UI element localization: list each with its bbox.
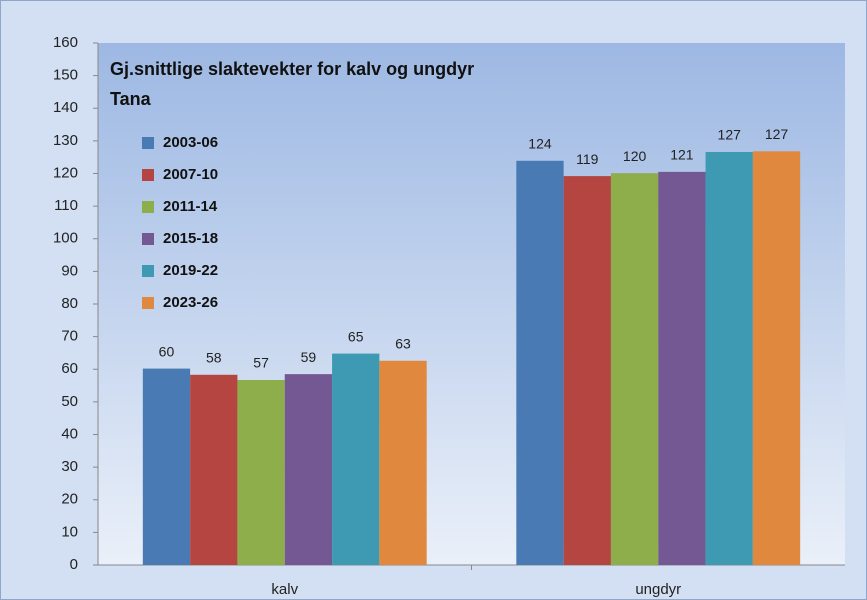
data-label: 63 [395, 335, 411, 351]
y-tick-label: 70 [61, 328, 78, 345]
y-tick-label: 90 [61, 262, 78, 279]
data-label: 121 [670, 147, 694, 163]
y-tick-label: 60 [61, 360, 78, 377]
y-tick-label: 150 [53, 67, 78, 84]
data-label: 127 [718, 127, 742, 143]
bar [142, 368, 191, 565]
bar [379, 360, 427, 565]
y-tick-label: 50 [61, 393, 78, 410]
bar [237, 380, 285, 565]
bar [658, 171, 706, 565]
legend-label: 2007-10 [163, 166, 218, 183]
bar [563, 176, 611, 566]
y-tick-label: 40 [61, 425, 78, 442]
data-label: 127 [765, 126, 789, 142]
bar [284, 374, 333, 565]
y-tick-label: 140 [53, 99, 78, 116]
x-tick-label: ungdyr [635, 581, 681, 598]
bar [610, 173, 659, 565]
data-label: 60 [159, 343, 175, 359]
data-label: 65 [348, 328, 364, 344]
y-tick-label: 20 [61, 491, 78, 508]
y-tick-label: 120 [53, 164, 78, 181]
data-label: 57 [253, 355, 269, 371]
y-tick-label: 130 [53, 132, 78, 149]
legend-swatch [142, 297, 154, 309]
y-tick-label: 10 [61, 523, 78, 540]
legend-swatch [142, 233, 154, 245]
data-label: 124 [528, 135, 552, 151]
y-tick-label: 160 [53, 34, 78, 51]
y-tick-label: 30 [61, 458, 78, 475]
legend-label: 2003-06 [163, 134, 218, 151]
data-label: 58 [206, 349, 222, 365]
legend-swatch [142, 201, 154, 213]
legend-swatch [142, 137, 154, 149]
legend-swatch [142, 169, 154, 181]
bar [752, 151, 801, 565]
bar [332, 353, 380, 565]
chart-subtitle: Tana [110, 89, 152, 109]
bar [516, 160, 564, 565]
data-label: 59 [301, 349, 317, 365]
y-tick-label: 100 [53, 230, 78, 247]
y-tick-label: 110 [54, 197, 78, 214]
chart-title: Gj.snittlige slaktevekter for kalv og un… [110, 59, 474, 79]
legend-label: 2015-18 [163, 230, 218, 247]
legend-swatch [142, 265, 154, 277]
x-tick-label: kalv [271, 581, 298, 598]
data-label: 119 [576, 151, 599, 167]
bar [705, 151, 753, 565]
legend-label: 2011-14 [163, 198, 218, 215]
y-tick-label: 80 [61, 295, 78, 312]
legend-label: 2019-22 [163, 262, 218, 279]
data-label: 120 [623, 148, 647, 164]
legend-label: 2023-26 [163, 294, 218, 311]
y-tick-label: 0 [70, 556, 78, 573]
bar [190, 374, 238, 565]
